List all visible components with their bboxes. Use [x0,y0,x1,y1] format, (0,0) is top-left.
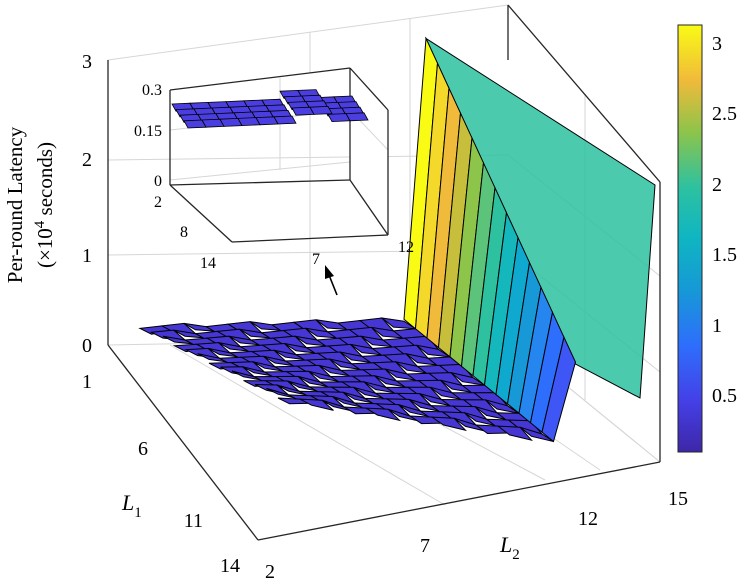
surface-patch [496,425,533,441]
l1-axis-label: L1 [121,490,142,521]
surface-patch [299,398,334,411]
ylabel-unit-prefix: (×10 [33,228,57,268]
inset-x-tick: 7 [312,251,320,268]
colorbar-tick-label: 1.5 [712,244,737,266]
colorbar: 0.5 1 1.5 2 2.5 3 [677,24,737,453]
l1-tick-label: 11 [184,510,203,532]
colorbar-tick-label: 0.5 [712,385,737,407]
z-tick-label: 3 [82,51,92,73]
l2-axis-ticks: 2 7 12 15 [265,488,688,583]
l2-tick-label: 2 [265,561,275,583]
inset-z-tick: 0.15 [134,123,162,140]
surface-flat-region [138,317,554,442]
l1-axis-ticks: 1 6 11 14 [82,371,240,577]
inset-y-tick: 8 [180,224,188,241]
ylabel-unit-suffix: seconds) [33,142,57,221]
inset-surface-patch [309,105,333,115]
surface-patch [430,416,468,432]
l2-tick-label: 15 [668,488,688,510]
inset-x-tick: 12 [398,239,414,256]
axes-box [107,4,661,541]
surface-spike-region [403,36,656,443]
l1-tick-label: 6 [138,438,148,460]
colorbar-tick-label: 2.5 [712,103,737,125]
svg-text:(×104 seconds): (×104 seconds) [32,142,57,268]
inset-surface [171,89,369,129]
inset-surface-patch [273,115,297,125]
l1-tick-label: 14 [220,555,240,577]
inset-pointer-arrow [325,265,338,296]
colorbar-tick-label: 2 [712,174,722,196]
surface-spike-patch [541,335,577,443]
l2-tick-label: 12 [578,508,598,530]
l2-axis-label: L2 [499,532,520,563]
inset-y-tick: 14 [200,255,216,272]
l1-tick-label: 1 [82,371,92,393]
inset-surface-patch [345,112,369,122]
z-axis-ticks: 0 1 2 3 [82,51,92,357]
colorbar-ticks: 0.5 1 1.5 2 2.5 3 [712,33,737,407]
z-tick-label: 1 [82,245,92,267]
ylabel-unit-exp: 4 [32,220,48,228]
inset-y-tick: 2 [154,194,162,211]
l2-tick-label: 7 [420,535,430,557]
inset-z-tick: 0 [154,173,162,190]
z-axis-label: Per-round Latency (×104 seconds) [3,126,57,283]
z-tick-label: 0 [82,335,92,357]
inset-z-tick: 0.3 [142,82,162,99]
inset-chart: 0.3 0.15 0 2 8 14 7 12 [134,67,414,272]
z-tick-label: 2 [82,149,92,171]
colorbar-tick-label: 1 [712,315,722,337]
svg-text:Per-round Latency: Per-round Latency [3,126,27,283]
colorbar-tick-label: 3 [712,33,722,55]
surface-patch [365,407,402,422]
